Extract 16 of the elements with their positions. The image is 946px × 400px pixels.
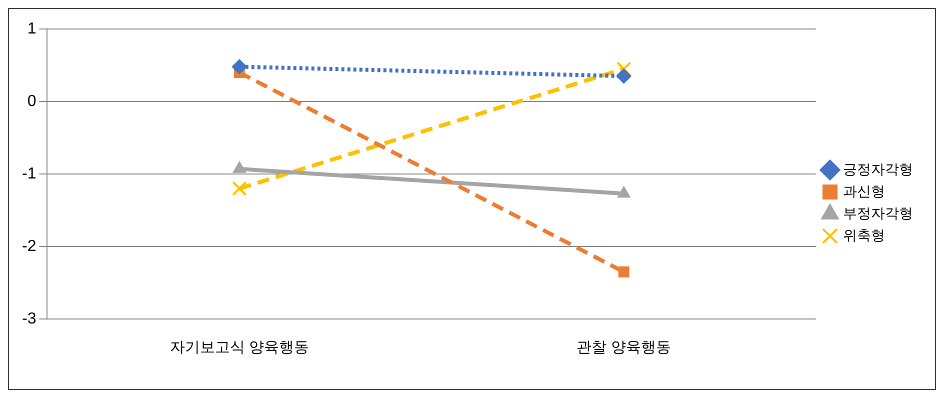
y-tick-label: -1 — [22, 165, 36, 182]
y-tick-label: -2 — [22, 238, 36, 255]
legend-label: 부정자각형 — [843, 204, 913, 221]
point — [232, 59, 247, 74]
legend-label: 과신형 — [843, 182, 885, 199]
legend-label: 긍정자각형 — [843, 160, 913, 177]
point — [232, 181, 247, 196]
x-tick-label: 관찰 양육행동 — [576, 339, 671, 356]
y-tick-label: -3 — [22, 310, 36, 328]
point — [616, 62, 632, 76]
point — [616, 68, 632, 84]
legend-label: 위축형 — [843, 226, 885, 243]
y-tick-label: 1 — [27, 20, 36, 38]
y-tick-label: 0 — [27, 92, 36, 110]
point — [618, 266, 630, 278]
x-tick-label: 자기보고식 양육행동 — [170, 339, 310, 356]
